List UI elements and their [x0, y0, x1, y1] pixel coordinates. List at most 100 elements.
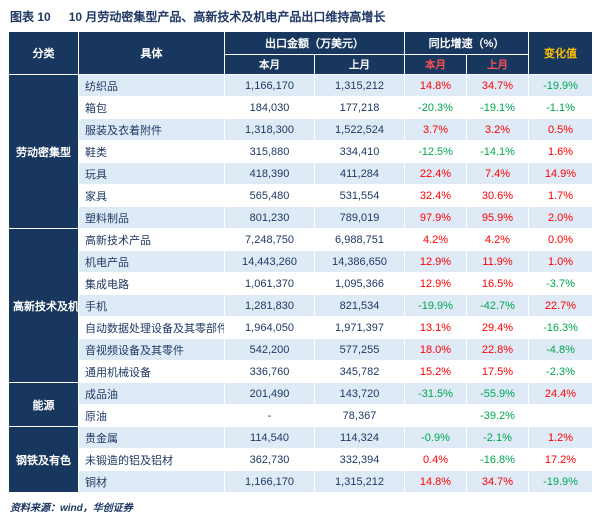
- export-last-cell: 1,315,212: [314, 470, 405, 493]
- yoy-this-cell: 18.0%: [404, 338, 467, 361]
- source-note: 资料来源：wind，华创证券: [10, 503, 133, 514]
- export-this-cell: 1,964,050: [224, 316, 315, 339]
- table-row: 高新技术及机电 高新技术产品 7,248,750 6,988,751 4.2% …: [8, 228, 593, 383]
- header-item: 具体: [78, 31, 225, 75]
- change-cell: 22.7%: [528, 294, 593, 317]
- export-this-cell: 315,880: [224, 140, 315, 163]
- item-cell: 音视频设备及其零件: [78, 338, 225, 361]
- item-cell: 自动数据处理设备及其零部件: [78, 316, 225, 339]
- yoy-this-cell: 3.7%: [404, 118, 467, 141]
- change-cell: 24.4%: [528, 382, 593, 405]
- export-last-cell: 143,720: [314, 382, 405, 405]
- export-last-cell: 14,386,650: [314, 250, 405, 273]
- export-this-cell: 1,166,170: [224, 74, 315, 97]
- change-cell: 2.0%: [528, 206, 593, 229]
- yoy-this-cell: 14.8%: [404, 470, 467, 493]
- export-last-cell: 1,971,397: [314, 316, 405, 339]
- yoy-last-cell: 16.5%: [466, 272, 529, 295]
- item-cell: 家具: [78, 184, 225, 207]
- table-row: 原油 - 78,367 -39.2%: [9, 404, 593, 427]
- change-cell: 17.2%: [528, 448, 593, 471]
- item-cell: 服装及衣着附件: [78, 118, 225, 141]
- export-data-table: 分类 具体 出口金额（万美元） 同比增速（%） 变化值 本月 上月 本月 上月 …: [8, 31, 593, 493]
- change-cell: 0.0%: [528, 228, 593, 251]
- change-cell: -1.1%: [528, 96, 593, 119]
- yoy-this-cell: [404, 404, 467, 427]
- item-cell: 集成电路: [78, 272, 225, 295]
- yoy-this-cell: 22.4%: [404, 162, 467, 185]
- item-cell: 箱包: [78, 96, 225, 119]
- yoy-last-cell: -19.1%: [466, 96, 529, 119]
- yoy-last-cell: -39.2%: [466, 404, 529, 427]
- item-cell: 高新技术产品: [78, 228, 225, 251]
- yoy-last-cell: 7.4%: [466, 162, 529, 185]
- report-figure-page: 图表 10 10 月劳动密集型产品、高新技术及机电产品出口维持高增长 分类 具体…: [8, 6, 593, 514]
- change-cell: 0.5%: [528, 118, 593, 141]
- export-last-cell: 411,284: [314, 162, 405, 185]
- export-this-cell: 184,030: [224, 96, 315, 119]
- header-yoy-group: 同比增速（%）: [404, 31, 529, 55]
- yoy-last-cell: 29.4%: [466, 316, 529, 339]
- yoy-last-cell: -2.1%: [466, 426, 529, 449]
- change-cell: -3.7%: [528, 272, 593, 295]
- item-cell: 塑料制品: [78, 206, 225, 229]
- yoy-last-cell: 22.8%: [466, 338, 529, 361]
- table-body: 劳动密集型 纺织品 1,166,170 1,315,212 14.8% 34.7…: [8, 74, 593, 493]
- item-cell: 铜材: [78, 470, 225, 493]
- yoy-this-cell: 4.2%: [404, 228, 467, 251]
- item-cell: 纺织品: [78, 74, 225, 97]
- category-cell: 钢铁及有色: [8, 426, 79, 493]
- item-cell: 鞋类: [78, 140, 225, 163]
- export-this-cell: 418,390: [224, 162, 315, 185]
- yoy-last-cell: -14.1%: [466, 140, 529, 163]
- export-last-cell: 78,367: [314, 404, 405, 427]
- table-row: 能源 成品油 201,490 143,720 -31.5% -55.9% 24.…: [8, 382, 593, 427]
- header-yoy-this-month: 本月: [404, 54, 467, 75]
- table-row: 劳动密集型 纺织品 1,166,170 1,315,212 14.8% 34.7…: [8, 74, 593, 229]
- item-cell: 成品油: [78, 382, 225, 405]
- table-row: 手机 1,281,830 821,534 -19.9% -42.7% 22.7%: [9, 294, 593, 317]
- export-this-cell: 1,061,370: [224, 272, 315, 295]
- yoy-last-cell: -16.8%: [466, 448, 529, 471]
- export-this-cell: 362,730: [224, 448, 315, 471]
- yoy-last-cell: 34.7%: [466, 470, 529, 493]
- yoy-this-cell: -20.3%: [404, 96, 467, 119]
- yoy-last-cell: -42.7%: [466, 294, 529, 317]
- export-this-cell: 565,480: [224, 184, 315, 207]
- export-last-cell: 531,554: [314, 184, 405, 207]
- export-last-cell: 334,410: [314, 140, 405, 163]
- change-cell: 1.2%: [528, 426, 593, 449]
- export-last-cell: 789,019: [314, 206, 405, 229]
- export-last-cell: 1,522,524: [314, 118, 405, 141]
- yoy-this-cell: 12.9%: [404, 272, 467, 295]
- item-cell: 机电产品: [78, 250, 225, 273]
- yoy-last-cell: 17.5%: [466, 360, 529, 383]
- category-cell: 劳动密集型: [8, 74, 79, 229]
- change-cell: 14.9%: [528, 162, 593, 185]
- change-cell: 1.6%: [528, 140, 593, 163]
- change-cell: -4.8%: [528, 338, 593, 361]
- change-cell: 1.0%: [528, 250, 593, 273]
- export-last-cell: 114,324: [314, 426, 405, 449]
- yoy-this-cell: 14.8%: [404, 74, 467, 97]
- export-this-cell: -: [224, 404, 315, 427]
- yoy-this-cell: 12.9%: [404, 250, 467, 273]
- figure-title: 图表 10 10 月劳动密集型产品、高新技术及机电产品出口维持高增长: [8, 6, 592, 31]
- header-export-group: 出口金额（万美元）: [224, 31, 405, 55]
- yoy-last-cell: 4.2%: [466, 228, 529, 251]
- change-cell: 1.7%: [528, 184, 593, 207]
- item-cell: 贵金属: [78, 426, 225, 449]
- table-header: 分类 具体 出口金额（万美元） 同比增速（%） 变化值 本月 上月 本月 上月: [8, 31, 593, 75]
- yoy-this-cell: -12.5%: [404, 140, 467, 163]
- yoy-last-cell: 34.7%: [466, 74, 529, 97]
- item-cell: 手机: [78, 294, 225, 317]
- header-category: 分类: [8, 31, 79, 75]
- export-this-cell: 14,443,260: [224, 250, 315, 273]
- export-this-cell: 1,281,830: [224, 294, 315, 317]
- table-row: 箱包 184,030 177,218 -20.3% -19.1% -1.1%: [9, 96, 593, 119]
- yoy-this-cell: 13.1%: [404, 316, 467, 339]
- item-cell: 原油: [78, 404, 225, 427]
- export-last-cell: 345,782: [314, 360, 405, 383]
- table-row: 通用机械设备 336,760 345,782 15.2% 17.5% -2.3%: [9, 360, 593, 383]
- table-row: 自动数据处理设备及其零部件 1,964,050 1,971,397 13.1% …: [9, 316, 593, 339]
